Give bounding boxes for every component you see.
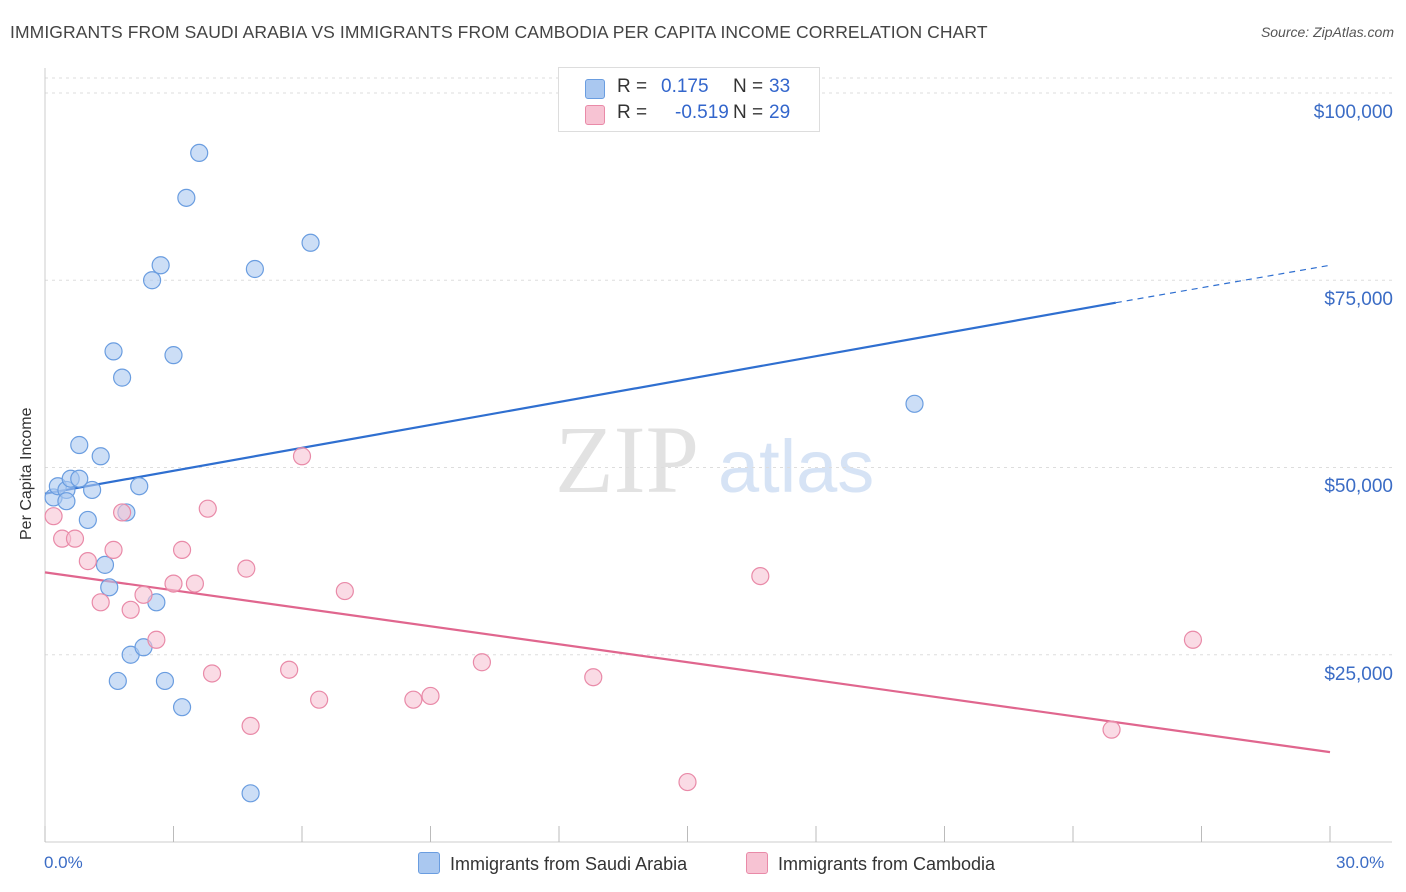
point-cambodia [584, 668, 603, 687]
x-tick-label-left: 0.0% [44, 853, 83, 872]
trend-line-cambodia [44, 571, 1331, 754]
point-saudi [241, 784, 260, 803]
point-cambodia [241, 716, 260, 736]
y-tick-label: $75,000 [1324, 289, 1393, 311]
point-saudi [100, 578, 119, 597]
point-saudi [57, 492, 76, 511]
legend-r-label: R = [617, 102, 648, 123]
point-cambodia [65, 529, 85, 548]
point-cambodia [104, 540, 123, 559]
point-saudi [164, 346, 183, 365]
point-cambodia [310, 690, 329, 709]
point-cambodia [335, 581, 354, 601]
legend-n-value: 29 [769, 102, 791, 123]
legend-label-saudi: Immigrants from Saudi Arabia [450, 854, 688, 874]
point-saudi [112, 368, 132, 387]
legend-n-label: N = [733, 76, 764, 97]
point-cambodia [472, 653, 491, 672]
point-cambodia [678, 772, 697, 792]
point-cambodia [185, 574, 205, 593]
point-saudi [78, 510, 97, 530]
point-saudi [95, 555, 115, 574]
chart-title: IMMIGRANTS FROM SAUDI ARABIA VS IMMIGRAN… [10, 22, 988, 42]
point-cambodia [134, 585, 153, 604]
y-axis-label: Per Capita Income [18, 407, 35, 540]
point-saudi [905, 394, 924, 413]
point-cambodia [78, 552, 97, 571]
bottom-legend-saudi: Immigrants from Saudi Arabia [418, 852, 687, 875]
point-saudi [245, 259, 264, 279]
point-saudi [70, 469, 89, 488]
point-cambodia [198, 499, 217, 518]
point-saudi [155, 671, 175, 691]
point-saudi [83, 480, 102, 500]
legend-n-value: 33 [769, 76, 791, 97]
watermark-atlas: atlas [718, 425, 874, 508]
point-cambodia [292, 447, 312, 466]
point-saudi [172, 698, 192, 717]
point-cambodia [751, 566, 770, 586]
y-tick-label: $25,000 [1324, 663, 1393, 685]
point-cambodia [1102, 720, 1121, 739]
legend-r-label: R = [617, 76, 648, 97]
y-tick-label: $50,000 [1324, 476, 1393, 498]
point-saudi [151, 256, 170, 275]
legend-label-cambodia: Immigrants from Cambodia [778, 854, 996, 874]
trend-line-saudi [44, 301, 1117, 495]
point-cambodia [44, 507, 63, 526]
point-cambodia [280, 660, 299, 679]
legend-n-label: N = [733, 102, 764, 123]
legend-swatch-blue [418, 852, 440, 874]
point-saudi [177, 188, 196, 207]
point-cambodia [112, 503, 132, 522]
point-saudi [190, 143, 209, 163]
legend-r-value: 0.175 [661, 76, 709, 97]
point-saudi [130, 477, 149, 496]
point-saudi [108, 671, 127, 691]
trend-line-saudi-extension [1115, 264, 1331, 304]
point-cambodia [164, 574, 183, 593]
x-tick-label-right: 30.0% [1336, 853, 1385, 872]
point-cambodia [147, 630, 166, 649]
legend-swatch-pink [585, 105, 605, 125]
bottom-legend-cambodia: Immigrants from Cambodia [746, 852, 995, 875]
point-cambodia [91, 593, 110, 612]
point-cambodia [237, 559, 256, 578]
point-saudi [70, 435, 89, 455]
legend-swatch-blue [585, 79, 605, 99]
point-saudi [104, 342, 123, 361]
point-cambodia [421, 686, 440, 706]
point-cambodia [202, 664, 222, 683]
point-saudi [91, 447, 110, 466]
correlation-legend: R = 0.175 N = 33 R = -0.519 N = 29 [558, 67, 820, 132]
source-credit: Source: ZipAtlas.com [1260, 24, 1394, 40]
point-cambodia [121, 600, 140, 619]
watermark-zip: ZIP [555, 406, 699, 513]
point-saudi [301, 233, 320, 252]
y-tick-label: $100,000 [1313, 101, 1393, 123]
point-cambodia [172, 540, 192, 559]
point-cambodia [1183, 630, 1203, 649]
point-cambodia [404, 690, 423, 709]
point-saudi [142, 271, 162, 290]
legend-r-value: -0.519 [675, 102, 729, 123]
legend-swatch-pink [746, 852, 768, 874]
